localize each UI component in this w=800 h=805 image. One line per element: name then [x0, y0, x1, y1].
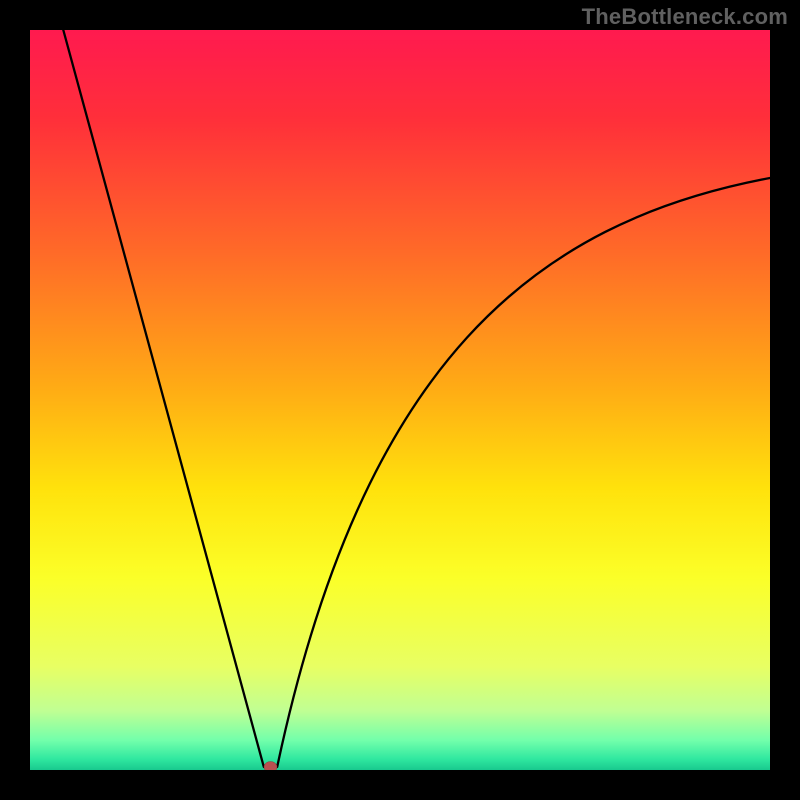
chart-svg [0, 0, 800, 800]
chart-container: TheBottleneck.com [0, 0, 800, 800]
plot-background [30, 30, 770, 770]
watermark-text: TheBottleneck.com [582, 4, 788, 30]
